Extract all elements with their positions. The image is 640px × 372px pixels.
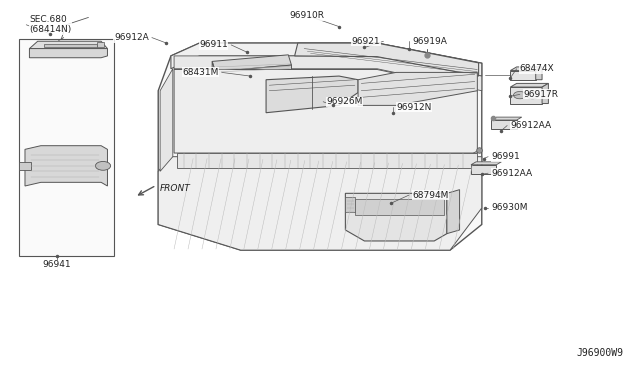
Text: J96900W9: J96900W9 [576,348,623,358]
Polygon shape [212,61,215,83]
Polygon shape [346,193,447,241]
Polygon shape [19,162,31,170]
Text: 96917R: 96917R [523,90,558,99]
Polygon shape [29,41,108,49]
Polygon shape [492,120,516,129]
Polygon shape [471,162,502,165]
Polygon shape [447,190,460,234]
Text: 96941: 96941 [42,260,71,269]
Text: 68431M: 68431M [182,68,218,77]
Text: 96911: 96911 [199,41,228,49]
Polygon shape [44,44,97,48]
Polygon shape [19,39,114,256]
Text: 96912A: 96912A [114,33,148,42]
Text: 96921: 96921 [351,37,380,46]
Polygon shape [266,76,358,113]
Polygon shape [358,73,477,105]
Polygon shape [510,87,542,103]
Text: 96991: 96991 [492,152,520,161]
Text: 96912AA: 96912AA [492,169,532,178]
Text: SEC.680
(68414N): SEC.680 (68414N) [29,15,72,35]
Polygon shape [160,69,173,171]
Circle shape [95,161,111,170]
Polygon shape [510,83,548,87]
Polygon shape [158,43,482,250]
Polygon shape [158,157,482,250]
Text: 96912AA: 96912AA [510,121,552,130]
Polygon shape [355,199,444,215]
Polygon shape [174,56,482,91]
Polygon shape [492,117,522,120]
Polygon shape [29,49,108,58]
Text: 96919A: 96919A [412,37,447,46]
Circle shape [526,92,539,99]
Text: 68474X: 68474X [520,64,554,73]
Text: 96910R: 96910R [290,11,325,20]
Polygon shape [174,70,477,153]
Text: 96926M: 96926M [326,97,363,106]
Circle shape [513,92,526,99]
Text: 68794M: 68794M [412,191,449,200]
Polygon shape [294,43,479,76]
Text: 96912N: 96912N [396,103,431,112]
Text: 96930M: 96930M [492,203,528,212]
Text: FRONT: FRONT [159,184,190,193]
Polygon shape [212,55,291,72]
Polygon shape [171,43,482,76]
Polygon shape [25,146,108,186]
Polygon shape [510,71,536,80]
Polygon shape [177,153,477,168]
Polygon shape [471,165,497,174]
Polygon shape [346,197,355,212]
Polygon shape [215,65,291,83]
Polygon shape [542,83,548,103]
Polygon shape [536,67,542,80]
Polygon shape [97,42,104,47]
Polygon shape [510,67,542,71]
